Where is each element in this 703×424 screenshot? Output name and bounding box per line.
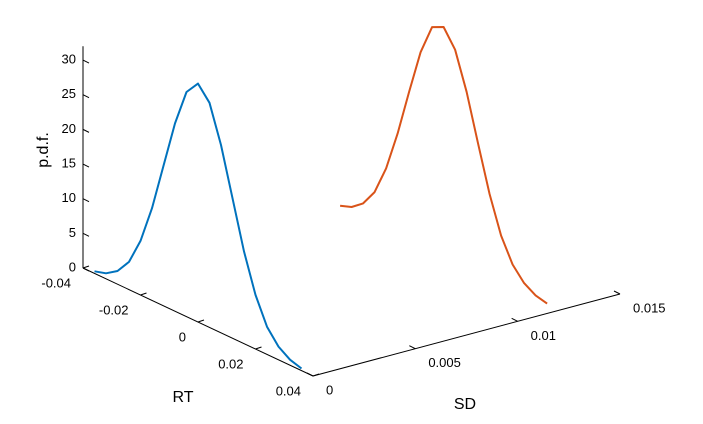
z-axis-title: p.d.f. <box>35 132 52 168</box>
series-plane <box>94 82 303 370</box>
x-tick-label: 0 <box>179 329 186 344</box>
z-tick <box>82 94 90 99</box>
x-tick <box>82 265 90 269</box>
y-axis-title: SD <box>454 396 476 413</box>
y-tick <box>306 372 314 377</box>
x-tick-label: -0.02 <box>99 302 129 317</box>
series-plane <box>339 26 548 305</box>
x-tick <box>312 373 320 377</box>
y-tick-label: 0.01 <box>531 328 556 343</box>
z-tick <box>82 198 90 203</box>
z-tick-label: 25 <box>62 86 76 101</box>
pdf-curve <box>339 26 548 305</box>
y-tick <box>409 345 416 350</box>
x-tick-label: -0.04 <box>41 275 71 290</box>
y-axis <box>312 293 621 377</box>
z-tick-label: 5 <box>69 225 76 240</box>
z-tick <box>82 232 90 237</box>
y-tick-label: 0 <box>326 382 333 397</box>
z-tick-label: 10 <box>62 190 76 205</box>
z-tick <box>82 267 90 272</box>
z-tick-label: 20 <box>62 121 76 136</box>
z-tick-label: 30 <box>62 52 76 67</box>
y-tick-label: 0.005 <box>428 355 461 370</box>
z-tick <box>82 59 90 64</box>
y-tick <box>511 317 518 322</box>
z-tick <box>82 128 90 133</box>
z-tick-label: 15 <box>62 155 76 170</box>
y-tick-label: 0.015 <box>633 300 666 315</box>
x-tick-label: 0.02 <box>218 356 243 371</box>
x-tick-label: 0.04 <box>276 383 301 398</box>
z-tick-label: 0 <box>69 259 76 274</box>
x-axis-title: RT <box>172 389 193 406</box>
pdf-curve <box>94 82 303 370</box>
x-tick <box>255 346 262 350</box>
y-tick <box>613 290 621 295</box>
x-tick <box>140 292 147 296</box>
z-tick <box>82 163 90 168</box>
x-tick <box>197 319 205 323</box>
